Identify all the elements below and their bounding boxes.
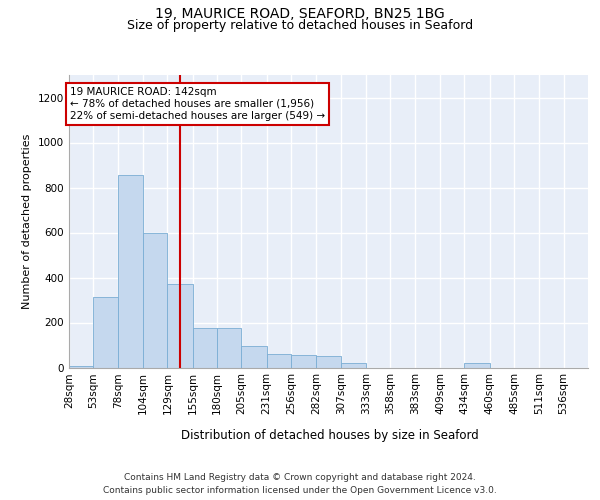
Bar xyxy=(241,346,266,368)
Bar xyxy=(291,355,316,368)
Text: Contains HM Land Registry data © Crown copyright and database right 2024.
Contai: Contains HM Land Registry data © Crown c… xyxy=(103,472,497,494)
Bar xyxy=(341,364,366,368)
Bar xyxy=(217,328,241,368)
Bar xyxy=(193,328,217,368)
Text: 19 MAURICE ROAD: 142sqm
← 78% of detached houses are smaller (1,956)
22% of semi: 19 MAURICE ROAD: 142sqm ← 78% of detache… xyxy=(70,88,325,120)
Bar xyxy=(143,232,167,368)
Bar xyxy=(266,354,291,368)
Text: Size of property relative to detached houses in Seaford: Size of property relative to detached ho… xyxy=(127,19,473,32)
Bar xyxy=(69,366,94,368)
Y-axis label: Number of detached properties: Number of detached properties xyxy=(22,134,32,309)
Text: Distribution of detached houses by size in Seaford: Distribution of detached houses by size … xyxy=(181,428,479,442)
Text: 19, MAURICE ROAD, SEAFORD, BN25 1BG: 19, MAURICE ROAD, SEAFORD, BN25 1BG xyxy=(155,8,445,22)
Bar xyxy=(316,356,341,368)
Bar xyxy=(94,296,118,368)
Bar xyxy=(167,284,193,368)
Bar xyxy=(118,175,143,368)
Bar xyxy=(464,364,490,368)
